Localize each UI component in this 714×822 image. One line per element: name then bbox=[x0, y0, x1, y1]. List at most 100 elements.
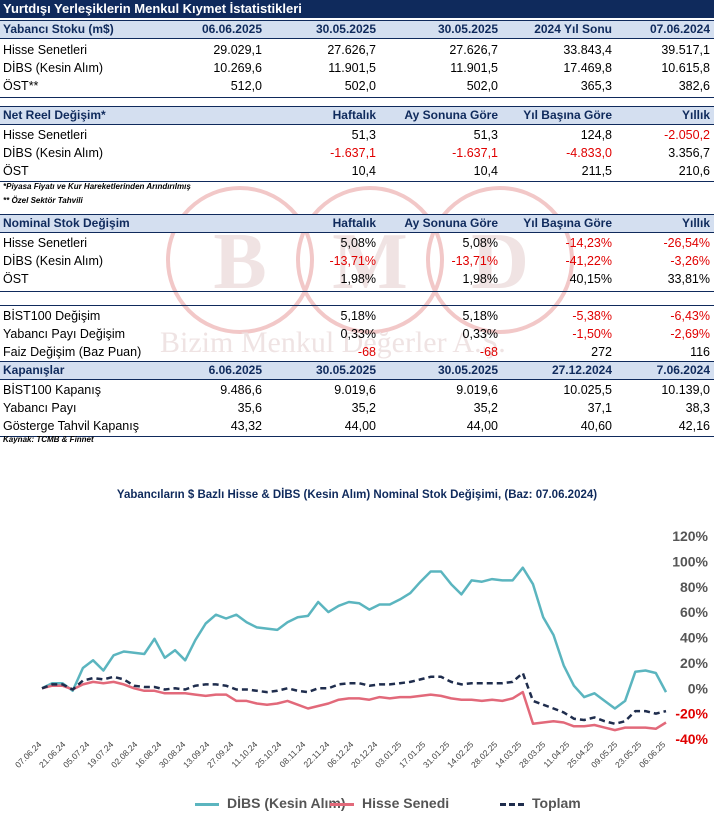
column-header: 30.05.2025 bbox=[315, 363, 376, 377]
table-row: BİST100 Kapanış 9.486,6 9.019,6 9.019,6 10.0… bbox=[0, 381, 714, 399]
table-cell: 512,0 bbox=[230, 79, 262, 93]
table-cell: -41,22% bbox=[565, 254, 612, 268]
chart-legend: DİBS (Kesin Alım) Hisse Senedi Toplam bbox=[0, 795, 714, 815]
table-cell: 17.469,8 bbox=[563, 61, 612, 75]
table-row: Hisse Senetleri 51,3 51,3 124,8 -2.050,2 bbox=[0, 126, 714, 144]
row-label: ÖST** bbox=[3, 79, 39, 93]
legend-label: Toplam bbox=[532, 795, 581, 811]
table-cell: 382,6 bbox=[678, 79, 710, 93]
table-cell: 10.139,0 bbox=[661, 383, 710, 397]
legend-item: Toplam bbox=[500, 795, 581, 811]
row-label: Faiz Değişim (Baz Puan) bbox=[3, 345, 142, 359]
table-cell: -14,23% bbox=[565, 236, 612, 250]
y-tick-label: 40% bbox=[680, 630, 709, 646]
table-cell: -3,26% bbox=[670, 254, 710, 268]
table-cell: 5,08% bbox=[462, 236, 498, 250]
table-cell: 11.901,5 bbox=[450, 61, 498, 75]
table-cell: 10.025,5 bbox=[563, 383, 612, 397]
column-header: 30.05.2025 bbox=[437, 363, 498, 377]
source-note: Kaynak: TCMB & Finnet bbox=[3, 435, 94, 444]
table-cell: 1,98% bbox=[340, 272, 376, 286]
table-cell: -13,71% bbox=[329, 254, 376, 268]
table-row: Yabancı Payı 35,6 35,2 35,2 37,1 38,3 bbox=[0, 399, 714, 417]
section-title: Net Reel Değişim* bbox=[3, 108, 106, 122]
column-header: Yıl Başına Göre bbox=[523, 108, 612, 122]
column-header: 27.12.2024 bbox=[551, 363, 612, 377]
closings-table-header: Kapanışlar 6.06.2025 30.05.2025 30.05.2025 2… bbox=[0, 361, 714, 380]
table-cell: -2.050,2 bbox=[664, 128, 710, 142]
table-cell: 35,2 bbox=[351, 401, 376, 415]
row-label: Yabancı Payı Değişim bbox=[3, 327, 126, 341]
row-label: Hisse Senetleri bbox=[3, 236, 88, 250]
table-cell: 35,6 bbox=[237, 401, 262, 415]
legend-label: DİBS (Kesin Alım) bbox=[227, 795, 346, 811]
y-tick-label: 20% bbox=[680, 655, 709, 671]
table-row: BİST100 Değişim 5,18% 5,18% -5,38% -6,43% bbox=[0, 307, 714, 325]
section-title: Kapanışlar bbox=[3, 363, 65, 377]
table-cell: 44,00 bbox=[344, 419, 376, 433]
table-cell: 3.356,7 bbox=[668, 146, 710, 160]
legend-label: Hisse Senedi bbox=[362, 795, 450, 811]
footnote: ** Özel Sektör Tahvili bbox=[3, 196, 83, 205]
table-cell: 29.029,1 bbox=[213, 43, 262, 57]
table-row: Hisse Senetleri 5,08% 5,08% -14,23% -26,54% bbox=[0, 234, 714, 252]
y-tick-label: 60% bbox=[680, 604, 709, 620]
table-cell: 27.626,7 bbox=[449, 43, 498, 57]
y-tick-label: 120% bbox=[672, 528, 708, 544]
table-cell: -5,38% bbox=[572, 309, 612, 323]
nominal-change-table-header: Nominal Stok Değişim Haftalık Ay Sonuna Gö… bbox=[0, 214, 714, 233]
column-header: 2024 Yıl Sonu bbox=[534, 22, 612, 36]
series-line-toplam bbox=[41, 671, 667, 726]
table-cell: 210,6 bbox=[678, 164, 710, 178]
legend-swatch bbox=[330, 802, 354, 806]
table-row: Faiz Değişim (Baz Puan) -68 -68 272 116 bbox=[0, 343, 714, 361]
divider bbox=[0, 97, 714, 98]
column-header: Haftalık bbox=[332, 108, 376, 122]
table-row: Gösterge Tahvil Kapanış 43,32 44,00 44,00 40… bbox=[0, 417, 714, 435]
column-header: Ay Sonuna Göre bbox=[404, 216, 498, 230]
table-cell: -68 bbox=[479, 345, 498, 359]
legend-swatch bbox=[500, 802, 524, 806]
row-label: BİST100 Kapanış bbox=[3, 383, 101, 397]
row-label: BİST100 Değişim bbox=[3, 309, 101, 323]
table-cell: 1,98% bbox=[462, 272, 498, 286]
divider bbox=[0, 305, 714, 306]
table-cell: 10,4 bbox=[351, 164, 376, 178]
stock-change-line-chart: Yabancıların $ Bazlı Hisse & DİBS (Kesin… bbox=[13, 488, 709, 770]
footnote: *Piyasa Fiyatı ve Kur Hareketlerinden Ar… bbox=[3, 182, 191, 191]
table-cell: 38,3 bbox=[685, 401, 710, 415]
y-tick-label: -20% bbox=[675, 706, 708, 722]
table-row: Yabancı Payı Değişim 0,33% 0,33% -1,50% -2,6… bbox=[0, 325, 714, 343]
table-cell: 9.019,6 bbox=[334, 383, 376, 397]
column-header: Yıllık bbox=[681, 108, 710, 122]
table-cell: 5,08% bbox=[340, 236, 376, 250]
table-cell: 43,32 bbox=[230, 419, 262, 433]
y-tick-label: 100% bbox=[672, 553, 708, 569]
table-cell: 5,18% bbox=[340, 309, 376, 323]
table-cell: 272 bbox=[591, 345, 612, 359]
column-header: 07.06.2024 bbox=[649, 22, 710, 36]
row-label: DİBS (Kesin Alım) bbox=[3, 146, 104, 160]
y-tick-label: 0% bbox=[688, 680, 709, 696]
table-cell: 51,3 bbox=[473, 128, 498, 142]
table-row: ÖST** 512,0 502,0 502,0 365,3 382,6 bbox=[0, 77, 714, 95]
divider bbox=[0, 436, 714, 437]
table-cell: 39.517,1 bbox=[661, 43, 710, 57]
table-cell: 9.486,6 bbox=[220, 383, 262, 397]
legend-swatch bbox=[195, 802, 219, 806]
row-label: Hisse Senetleri bbox=[3, 43, 88, 57]
legend-item: Hisse Senedi bbox=[330, 795, 449, 811]
table-row: DİBS (Kesin Alım) 10.269,6 11.901,5 11.901,… bbox=[0, 59, 714, 77]
table-cell: -4.833,0 bbox=[566, 146, 612, 160]
table-cell: -1.637,1 bbox=[452, 146, 498, 160]
divider bbox=[0, 291, 714, 292]
row-label: Yabancı Payı bbox=[3, 401, 77, 415]
column-header: Yıl Başına Göre bbox=[523, 216, 612, 230]
chart-title: Yabancıların $ Bazlı Hisse & DİBS (Kesin… bbox=[117, 488, 597, 501]
table-cell: 10,4 bbox=[473, 164, 498, 178]
table-cell: -26,54% bbox=[663, 236, 710, 250]
x-tick-label: 06.06.25 bbox=[637, 739, 668, 770]
table-cell: -1.637,1 bbox=[330, 146, 376, 160]
table-cell: 11.901,5 bbox=[328, 61, 376, 75]
table-cell: 44,00 bbox=[466, 419, 498, 433]
